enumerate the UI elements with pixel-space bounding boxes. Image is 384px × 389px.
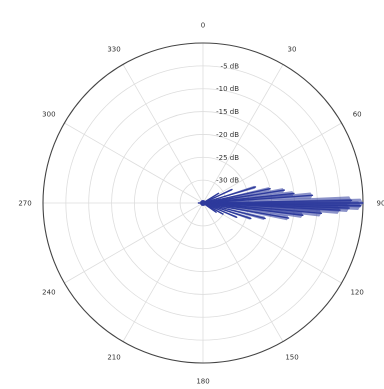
radial-tick-label: -5 dB (221, 62, 240, 70)
angle-tick-label: 120 (350, 289, 363, 297)
radial-tick-label: -20 dB (216, 131, 239, 139)
angle-tick-label: 60 (353, 111, 362, 119)
grid-spoke (122, 202, 204, 342)
radial-tick-label: -25 dB (216, 154, 239, 162)
angle-tick-label: 150 (285, 354, 298, 362)
grid-spoke (202, 122, 342, 204)
beam-lobe (203, 203, 217, 213)
beam-lobe (203, 187, 271, 203)
beam-origin (200, 200, 206, 206)
grid-spoke (202, 64, 284, 204)
angle-tick-label: 0 (201, 22, 205, 30)
axis-labels: 0 30 60 90 120 150 180 210 240 270 300 330 -5 dB -10 … (18, 22, 384, 386)
angle-tick-label: 210 (107, 354, 120, 362)
angle-tick-label: 270 (18, 200, 31, 208)
beam-lobe (203, 203, 237, 218)
grid-spoke (64, 122, 204, 204)
beam-lobe (203, 188, 233, 203)
beam-series (197, 185, 364, 221)
angle-tick-label: 90 (377, 200, 384, 208)
beam-lobe (203, 196, 352, 205)
angle-tick-label: 330 (107, 45, 120, 53)
beam-lobe (203, 193, 219, 203)
grid-spoke (64, 202, 204, 284)
angle-tick-label: 240 (42, 289, 55, 297)
grid-spoke (202, 202, 342, 284)
radial-tick-label: -15 dB (216, 108, 239, 116)
beam-lobe (203, 203, 289, 221)
beam-lobe (203, 203, 251, 220)
angle-tick-label: 30 (288, 45, 297, 53)
angle-tick-label: 180 (196, 378, 209, 386)
angle-tick-label: 300 (42, 111, 55, 119)
beam-lobe (203, 185, 256, 203)
grid-spoke (122, 64, 204, 204)
radial-tick-label: -10 dB (216, 85, 239, 93)
radial-tick-label: -30 dB (216, 177, 239, 185)
grid-spoke (202, 202, 284, 342)
beam-lobe (203, 203, 266, 220)
